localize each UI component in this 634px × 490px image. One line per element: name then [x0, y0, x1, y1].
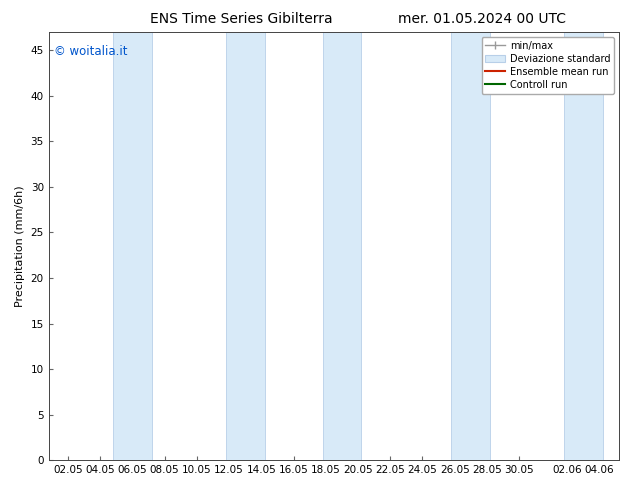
Text: © woitalia.it: © woitalia.it: [55, 45, 128, 58]
Y-axis label: Precipitation (mm/6h): Precipitation (mm/6h): [15, 185, 25, 307]
Bar: [226, 32, 264, 460]
Bar: [451, 32, 490, 460]
Bar: [113, 32, 152, 460]
Bar: [564, 32, 603, 460]
Bar: [323, 32, 361, 460]
Text: ENS Time Series Gibilterra: ENS Time Series Gibilterra: [150, 12, 332, 26]
Text: mer. 01.05.2024 00 UTC: mer. 01.05.2024 00 UTC: [398, 12, 566, 26]
Legend: min/max, Deviazione standard, Ensemble mean run, Controll run: min/max, Deviazione standard, Ensemble m…: [482, 37, 614, 94]
